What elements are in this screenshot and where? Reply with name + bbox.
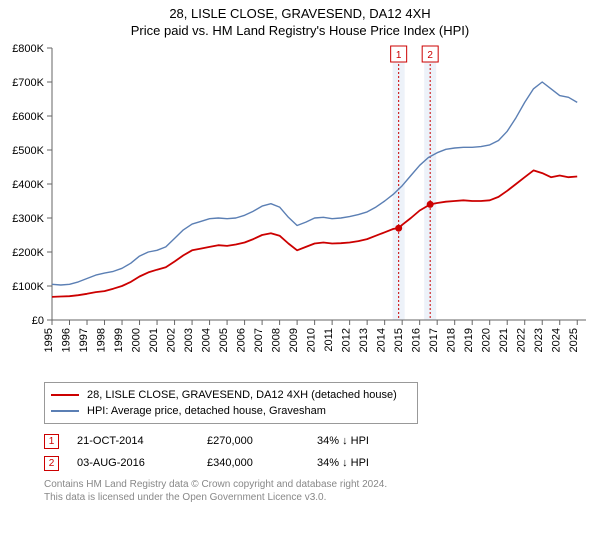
svg-text:1999: 1999	[113, 328, 125, 352]
svg-text:£0: £0	[32, 315, 44, 327]
title-address: 28, LISLE CLOSE, GRAVESEND, DA12 4XH	[0, 6, 600, 21]
svg-text:2004: 2004	[201, 328, 213, 352]
title-subtitle: Price paid vs. HM Land Registry's House …	[0, 23, 600, 38]
transaction-price: £340,000	[207, 457, 317, 469]
svg-text:1995: 1995	[43, 328, 55, 352]
legend-swatch	[51, 410, 79, 412]
chart-titles: 28, LISLE CLOSE, GRAVESEND, DA12 4XH Pri…	[0, 0, 600, 38]
svg-text:2014: 2014	[376, 328, 388, 352]
svg-text:2016: 2016	[411, 328, 423, 352]
svg-text:£800K: £800K	[12, 43, 44, 55]
svg-text:2015: 2015	[393, 328, 405, 352]
svg-text:£400K: £400K	[12, 179, 44, 191]
svg-text:£500K: £500K	[12, 145, 44, 157]
footer-line2: This data is licensed under the Open Gov…	[44, 491, 600, 504]
svg-text:2024: 2024	[551, 328, 563, 352]
svg-text:2025: 2025	[568, 328, 580, 352]
svg-text:1: 1	[396, 50, 402, 61]
svg-text:2018: 2018	[446, 328, 458, 352]
transaction-comparison: 34% ↓ HPI	[317, 435, 427, 447]
svg-text:£200K: £200K	[12, 247, 44, 259]
transaction-date: 21-OCT-2014	[77, 435, 207, 447]
svg-text:2008: 2008	[271, 328, 283, 352]
svg-text:£100K: £100K	[12, 281, 44, 293]
svg-text:2002: 2002	[166, 328, 178, 352]
svg-text:2017: 2017	[428, 328, 440, 352]
transaction-date: 03-AUG-2016	[77, 457, 207, 469]
transaction-marker: 2	[44, 456, 59, 471]
legend-item: HPI: Average price, detached house, Grav…	[51, 403, 411, 419]
svg-text:2011: 2011	[323, 328, 335, 352]
svg-text:2023: 2023	[533, 328, 545, 352]
legend-item: 28, LISLE CLOSE, GRAVESEND, DA12 4XH (de…	[51, 387, 411, 403]
svg-text:1998: 1998	[96, 328, 108, 352]
transaction-marker: 1	[44, 434, 59, 449]
line-chart-svg: 1 2 £0 £100K £200K £300K £400K £500K £600K £700K £…	[0, 38, 600, 378]
svg-text:2019: 2019	[463, 328, 475, 352]
svg-text:£600K: £600K	[12, 111, 44, 123]
svg-text:1997: 1997	[78, 328, 90, 352]
legend: 28, LISLE CLOSE, GRAVESEND, DA12 4XH (de…	[44, 382, 418, 424]
transaction-comparison: 34% ↓ HPI	[317, 457, 427, 469]
svg-text:2006: 2006	[236, 328, 248, 352]
legend-label: 28, LISLE CLOSE, GRAVESEND, DA12 4XH (de…	[87, 389, 397, 401]
transaction-row: 1 21-OCT-2014£270,00034% ↓ HPI	[44, 430, 600, 452]
footer-attribution: Contains HM Land Registry data © Crown c…	[44, 478, 600, 510]
svg-text:2009: 2009	[288, 328, 300, 352]
svg-text:2013: 2013	[358, 328, 370, 352]
svg-text:2022: 2022	[516, 328, 528, 352]
svg-text:2: 2	[427, 50, 433, 61]
svg-text:2010: 2010	[306, 328, 318, 352]
svg-text:2021: 2021	[498, 328, 510, 352]
svg-text:1996: 1996	[61, 328, 73, 352]
svg-text:2020: 2020	[481, 328, 493, 352]
legend-label: HPI: Average price, detached house, Grav…	[87, 405, 326, 417]
svg-text:2001: 2001	[148, 328, 160, 352]
svg-text:2003: 2003	[183, 328, 195, 352]
transaction-price: £270,000	[207, 435, 317, 447]
svg-text:2000: 2000	[131, 328, 143, 352]
svg-text:£700K: £700K	[12, 77, 44, 89]
transaction-row: 2 03-AUG-2016£340,00034% ↓ HPI	[44, 452, 600, 474]
footer-line1: Contains HM Land Registry data © Crown c…	[44, 478, 600, 491]
chart-area: 1 2 £0 £100K £200K £300K £400K £500K £600K £700K £…	[0, 38, 600, 378]
svg-text:2007: 2007	[253, 328, 265, 352]
transaction-table: 1 21-OCT-2014£270,00034% ↓ HPI 2 03-AUG-201…	[44, 430, 600, 474]
legend-swatch	[51, 394, 79, 396]
svg-text:£300K: £300K	[12, 213, 44, 225]
svg-text:2005: 2005	[218, 328, 230, 352]
svg-text:2012: 2012	[341, 328, 353, 352]
